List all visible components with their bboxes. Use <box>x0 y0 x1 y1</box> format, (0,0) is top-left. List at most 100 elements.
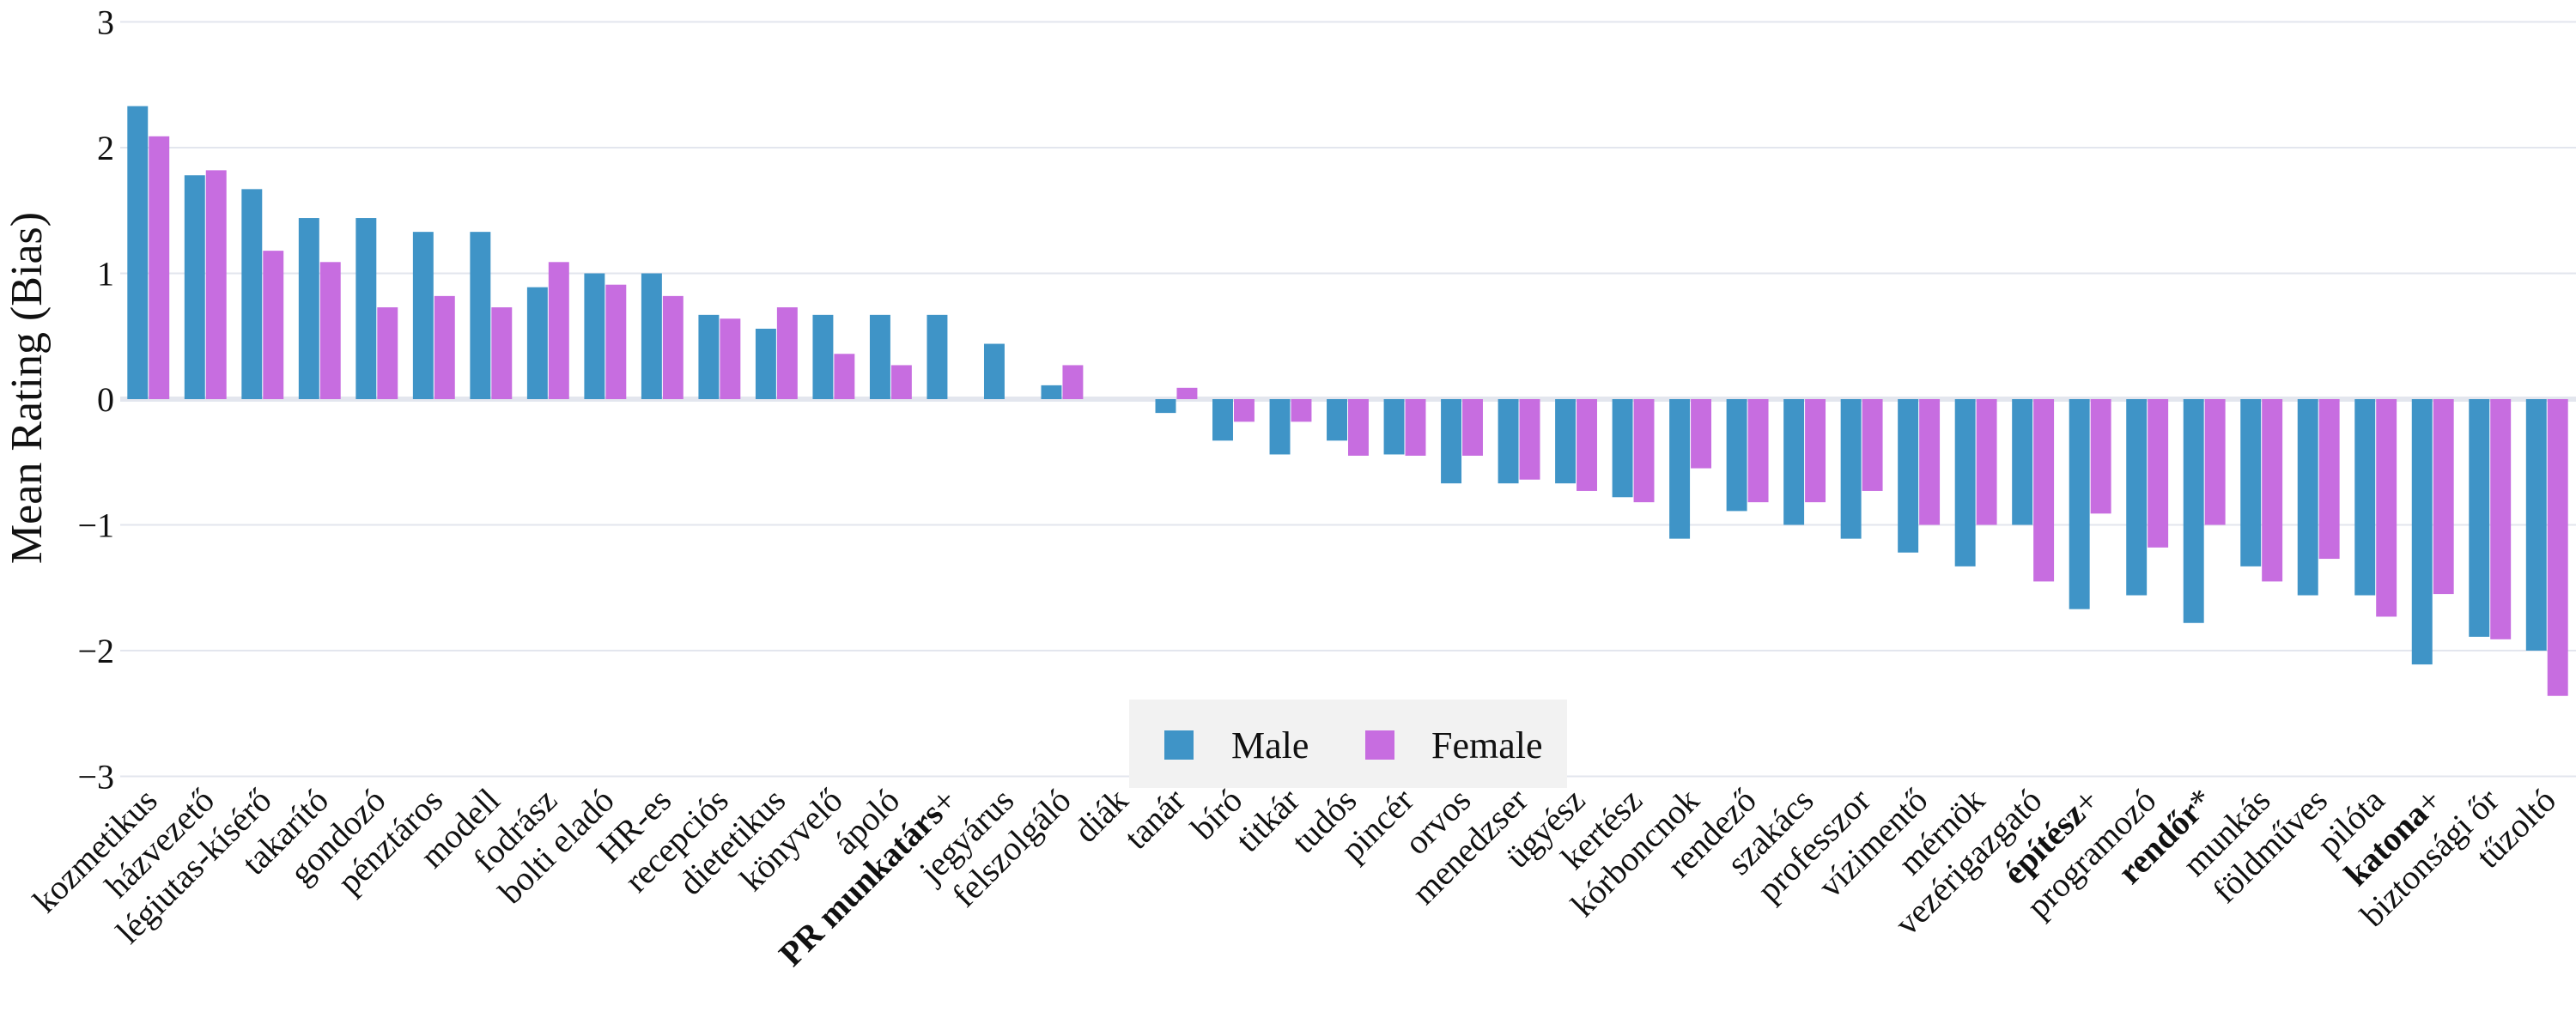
bar-male-jegyárus <box>983 343 1005 399</box>
bar-male-takarító <box>298 218 319 399</box>
legend-label-male: Male <box>1231 724 1309 766</box>
bar-male-kozmetikus <box>127 106 149 399</box>
y-axis-ticks: 3 2 1 0 −1 −2 −3 <box>77 3 114 797</box>
bar-female-kozmetikus <box>149 136 170 399</box>
bar-male-mérnök <box>1954 399 1976 566</box>
bar-female-vezérigazgató <box>2033 399 2055 582</box>
bar-male-felszolgáló <box>1041 385 1062 399</box>
bar-male-pincér <box>1383 399 1405 455</box>
legend-label-female: Female <box>1431 724 1543 766</box>
bar-female-pilóta <box>2376 399 2397 617</box>
bar-female-rendező <box>1747 399 1769 503</box>
bar-male-pilóta <box>2354 399 2376 596</box>
bar-female-földműves <box>2318 399 2340 560</box>
bar-female-tanár <box>1176 387 1198 399</box>
bar-male-pénztáros <box>412 232 434 399</box>
bar-female-építész <box>2090 399 2111 514</box>
bar-female-menedzser <box>1519 399 1540 480</box>
x-axis-category-labels: kozmetikusházvezetőlégiutas-kísérőtakarí… <box>25 780 2563 973</box>
bar-male-katona <box>2411 399 2433 665</box>
bar-male-dietetikus <box>755 328 776 399</box>
bar-female-mérnök <box>1976 399 1997 525</box>
y-axis-title: Mean Rating (Bias) <box>3 212 52 564</box>
bar-female-katona <box>2433 399 2454 595</box>
bar-female-légiutas-kísérő <box>263 251 284 399</box>
bar-male-ápoló <box>869 314 890 399</box>
bar-male-programozó <box>2126 399 2148 596</box>
bar-male-orvos <box>1441 399 1462 484</box>
bar-male-rendőr <box>2183 399 2204 623</box>
bar-male-tudós <box>1327 399 1347 441</box>
bar-male-vízimentő <box>1898 399 1919 553</box>
bar-male-professzor <box>1840 399 1862 539</box>
bar-male-szakács <box>1783 399 1805 525</box>
y-tick-label: 2 <box>97 129 114 167</box>
bar-male-tanár <box>1155 399 1176 414</box>
y-tick-label: −1 <box>77 506 114 545</box>
bar-female-programozó <box>2148 399 2169 548</box>
bar-female-tudós <box>1348 399 1369 456</box>
bar-female-vízimentő <box>1919 399 1941 525</box>
bar-male-vezérigazgató <box>2012 399 2033 525</box>
bar-female-bíró <box>1233 399 1255 422</box>
y-tick-label: 1 <box>97 255 114 294</box>
y-tick-label: 3 <box>97 3 114 42</box>
bar-male-földműves <box>2297 399 2318 596</box>
y-tick-label: −3 <box>77 758 114 797</box>
bar-female-fodrász <box>548 262 569 399</box>
bar-male-recepciós <box>698 314 720 399</box>
bar-male-munkás <box>2240 399 2262 566</box>
bar-male-pr-munkatárs <box>927 314 948 399</box>
bar-female-ápoló <box>890 365 912 399</box>
x-tick-label-tanár: tanár <box>1116 781 1192 857</box>
bar-female-rendőr <box>2204 399 2226 525</box>
bar-female-titkár <box>1291 399 1312 422</box>
bar-male-menedzser <box>1498 399 1519 484</box>
bar-male-titkár <box>1269 399 1291 455</box>
bar-male-bíró <box>1212 399 1233 441</box>
bar-female-könyvelő <box>834 354 855 399</box>
bar-female-dietetikus <box>776 307 798 399</box>
bar-female-hr-es <box>662 295 683 399</box>
bar-female-recepciós <box>720 318 741 399</box>
bar-female-házvezető <box>205 170 227 399</box>
bar-female-takarító <box>319 262 341 399</box>
bar-female-orvos <box>1462 399 1483 456</box>
bar-female-gondozó <box>377 307 398 399</box>
bar-female-munkás <box>2262 399 2283 582</box>
bar-female-tűzoltó <box>2547 399 2568 696</box>
y-tick-label: 0 <box>97 380 114 419</box>
bar-female-felszolgáló <box>1062 365 1084 399</box>
bar-male-gondozó <box>355 218 377 399</box>
bar-male-rendező <box>1726 399 1747 512</box>
bar-male-tűzoltó <box>2525 399 2547 651</box>
bar-male-biztonsági-őr <box>2469 399 2490 637</box>
bar-male-hr-es <box>641 273 662 399</box>
legend[interactable]: Male Female <box>1129 700 1567 788</box>
bar-female-kertész <box>1633 399 1655 503</box>
bar-male-fodrász <box>526 287 548 399</box>
bar-female-ügyész <box>1577 399 1597 491</box>
bar-female-kórboncnok <box>1691 399 1712 469</box>
y-tick-label: −2 <box>77 632 114 670</box>
legend-swatch-male <box>1164 730 1194 760</box>
bar-female-professzor <box>1862 399 1883 491</box>
legend-background <box>1129 700 1567 788</box>
x-tick-label-titkár: titkár <box>1228 781 1307 860</box>
bar-male-könyvelő <box>812 314 834 399</box>
x-tick-label-diák: diák <box>1066 781 1136 851</box>
bar-male-légiutas-kísérő <box>241 189 263 399</box>
bar-female-szakács <box>1805 399 1826 503</box>
legend-swatch-female <box>1365 730 1394 760</box>
bar-male-kórboncnok <box>1669 399 1691 539</box>
bar-male-kertész <box>1612 399 1633 498</box>
bar-male-ügyész <box>1555 399 1577 484</box>
bar-female-biztonsági-őr <box>2490 399 2512 639</box>
bar-female-pincér <box>1405 399 1426 456</box>
bars <box>127 106 2568 696</box>
bar-male-bolti-eladó <box>584 273 605 399</box>
bar-male-építész <box>2069 399 2090 609</box>
bar-male-modell <box>470 232 491 399</box>
bar-female-modell <box>491 307 513 399</box>
